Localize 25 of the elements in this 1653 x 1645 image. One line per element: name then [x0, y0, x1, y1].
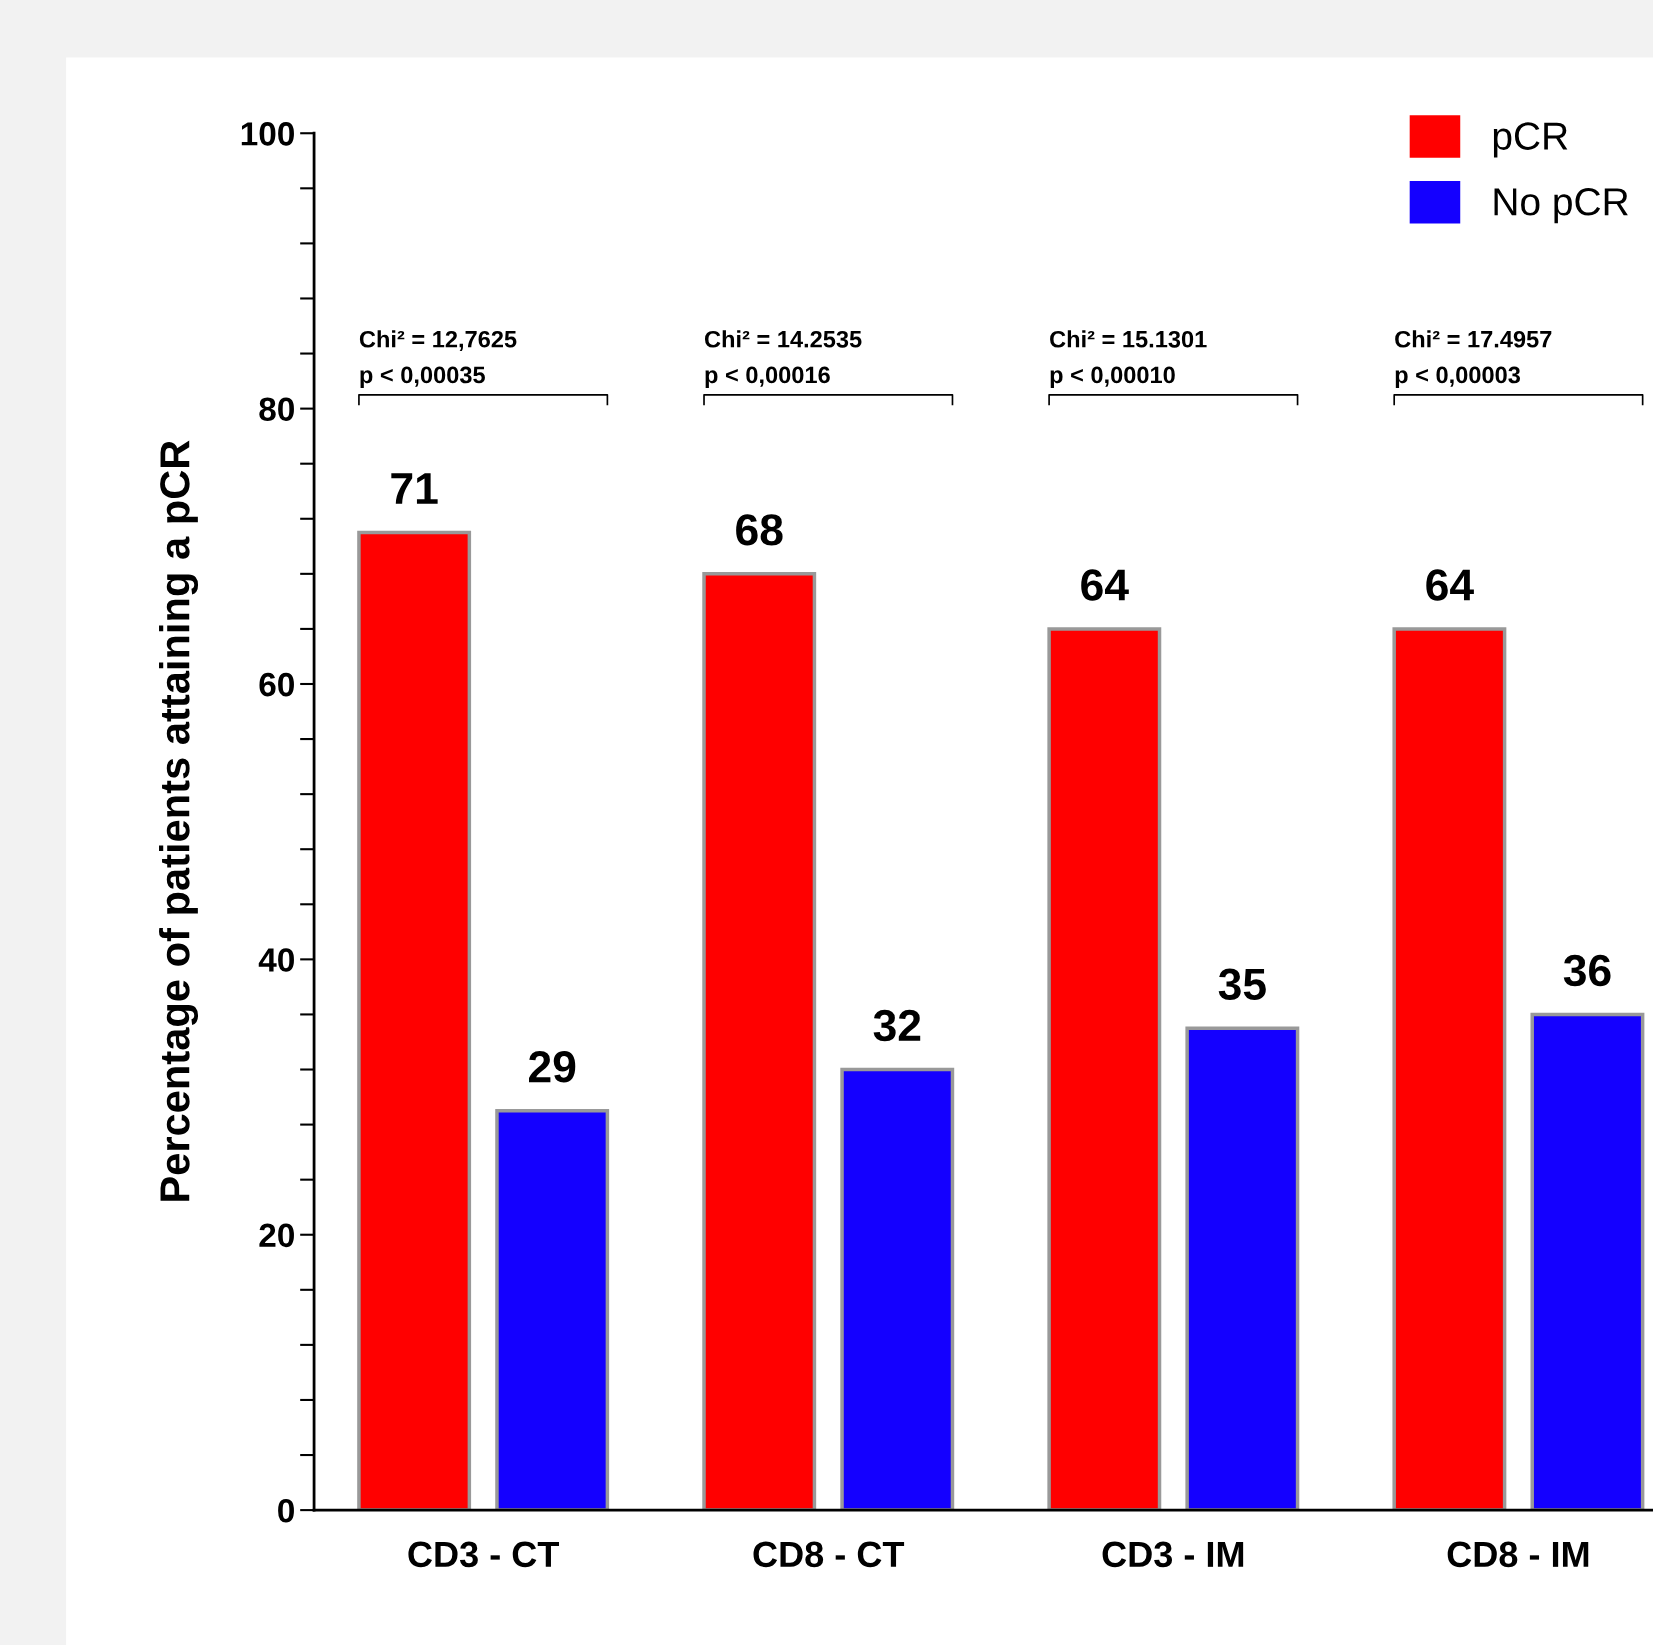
- annotation: Chi² = 14.2535 p < 0,00016: [704, 330, 862, 388]
- x-tick-label: CD3 - IM: [1102, 1541, 1244, 1568]
- y-axis-title: Percentage of patients attaining a pCR: [159, 440, 199, 1201]
- annotation: Chi² = 12,7625 p < 0,00035: [359, 330, 517, 388]
- legend-label: pCR: [1493, 122, 1568, 158]
- y-tick-label: 20: [259, 1223, 294, 1248]
- y-tick-label: 100: [241, 122, 294, 146]
- data-label: 64: [1426, 569, 1474, 601]
- y-tick-label: 0: [278, 1498, 294, 1523]
- y-tick-label: 40: [258, 948, 294, 972]
- data-label: 35: [1218, 968, 1266, 1001]
- annotation: Chi² = 15.1301 p < 0,00010: [1050, 330, 1207, 388]
- data-label: 29: [529, 1051, 576, 1083]
- data-label: 68: [736, 514, 783, 546]
- legend-label: No pCR: [1494, 188, 1628, 224]
- x-tick-label: CD8 - IM: [1447, 1541, 1589, 1568]
- data-label: 36: [1563, 954, 1611, 987]
- data-label: 71: [391, 473, 438, 504]
- x-tick-label: CD8 - CT: [753, 1541, 905, 1568]
- annotation: Chi² = 17.4957 p < 0,00003: [1395, 330, 1552, 388]
- data-label: 32: [873, 1009, 921, 1042]
- y-tick-label: 60: [259, 672, 294, 697]
- y-tick-label: 80: [259, 397, 294, 422]
- x-tick-label: CD3 - CT: [408, 1541, 560, 1568]
- data-label: 64: [1081, 569, 1129, 601]
